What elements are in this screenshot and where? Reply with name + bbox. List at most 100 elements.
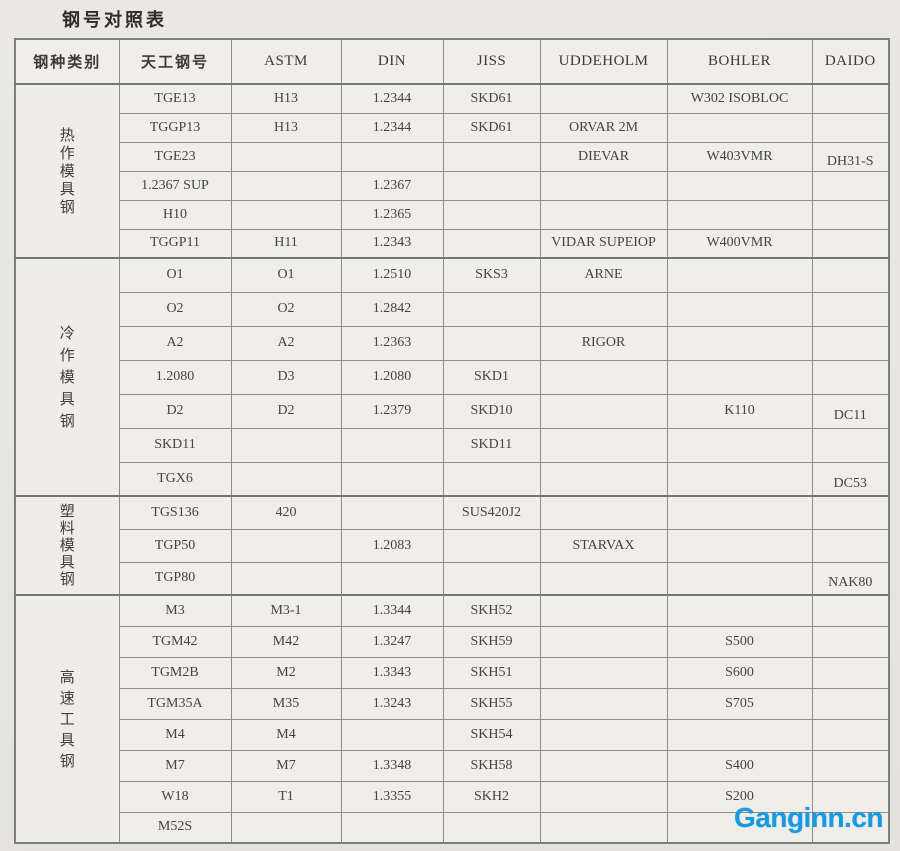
cell-din: [340, 718, 444, 751]
category-char: 工: [59, 709, 75, 728]
cell-text: DC11: [833, 408, 867, 423]
table-row: O2 O2 1.2842: [15, 291, 890, 327]
cell-text: SKH2: [473, 788, 509, 804]
cell-tiangong: M4: [118, 718, 232, 751]
table-body: 热作模具钢 TGE13 H13 1.2344 SKD61 W302 ISOBLOC TGGP…: [14, 83, 890, 844]
cell-text: 1.3355: [372, 788, 412, 804]
category-char: 模: [59, 161, 75, 180]
cell-text: VIDAR SUPEIOP: [551, 235, 656, 251]
cell-text: DH31-S: [826, 153, 874, 169]
column-header-daido: DAIDO: [811, 38, 890, 85]
cell-astm: [230, 427, 342, 463]
cell-tiangong: O2: [118, 291, 232, 327]
cell-din: [340, 427, 444, 463]
cell-text: W403VMR: [706, 148, 773, 164]
cell-text: RIGOR: [581, 335, 626, 350]
cell-tiangong: TGX6: [118, 461, 232, 497]
cell-text: S400: [725, 757, 754, 773]
category-char: 模: [59, 536, 75, 554]
cell-daido: [811, 749, 890, 782]
cell-text: SKD11: [154, 437, 196, 452]
category-cell: 热作模具钢: [14, 83, 120, 259]
table-header: 钢种类别 天工钢号 ASTM DIN JISS UDDEHOLM BOHLER …: [14, 38, 890, 85]
cell-text: 420: [275, 504, 297, 520]
cell-tiangong: A2: [118, 325, 232, 361]
cell-tiangong: W18: [118, 780, 232, 813]
cell-uddeholm: [539, 291, 668, 327]
cell-jiss: [442, 228, 541, 259]
cell-uddeholm: VIDAR SUPEIOP: [539, 228, 668, 259]
cell-uddeholm: DIEVAR: [539, 141, 668, 172]
table-row: M4 M4 SKH54: [15, 718, 890, 751]
cell-text: ORVAR 2M: [568, 119, 639, 135]
cell-text: 1.2367 SUP: [141, 177, 209, 193]
cell-text: SKH52: [470, 602, 513, 618]
table-row: 冷作模具钢 O1 O1 1.2510 SKS3 ARNE: [14, 257, 890, 497]
cell-text: 1.2080: [155, 369, 195, 384]
cell-text: W400VMR: [706, 235, 773, 251]
cell-din: 1.3355: [340, 780, 444, 813]
cell-uddeholm: [539, 359, 668, 395]
category-char: 作: [59, 143, 75, 162]
cell-daido: [811, 325, 890, 361]
cell-bohler: [666, 594, 813, 627]
category-char: 速: [59, 688, 75, 707]
cell-tiangong: H10: [118, 199, 232, 230]
cell-jiss: SKH55: [442, 687, 541, 720]
cell-jiss: [442, 291, 541, 327]
category-char: 具: [59, 179, 75, 198]
category-char: 具: [59, 553, 75, 571]
cell-uddeholm: [539, 83, 668, 114]
cell-daido: [811, 291, 890, 327]
cell-daido: NAK80: [811, 561, 890, 596]
cell-bohler: W400VMR: [666, 228, 813, 259]
cell-tiangong: D2: [118, 393, 232, 429]
cell-text: W302 ISOBLOC: [690, 90, 789, 106]
cell-jiss: SKD61: [442, 112, 541, 143]
cell-uddeholm: ARNE: [539, 257, 668, 293]
cell-text: NAK80: [828, 575, 873, 591]
category-char: 塑: [59, 502, 75, 520]
cell-uddeholm: [539, 170, 668, 201]
cell-bohler: [666, 291, 813, 327]
cell-astm: H13: [230, 112, 342, 143]
table-row: TGM2B M2 1.3343 SKH51 S600: [15, 656, 890, 689]
cell-text: M4: [165, 726, 185, 742]
column-header-uddeholm: UDDEHOLM: [539, 38, 668, 85]
cell-din: 1.2367: [340, 170, 444, 201]
cell-text: TGGP13: [149, 119, 201, 135]
cell-astm: D3: [230, 359, 342, 395]
cell-din: 1.2344: [340, 83, 444, 114]
cell-din: 1.2363: [340, 325, 444, 361]
cell-astm: D2: [230, 393, 342, 429]
table-row: A2 A2 1.2363 RIGOR: [15, 325, 890, 361]
cell-text: SKD11: [470, 437, 513, 452]
cell-text: TGP80: [154, 570, 196, 586]
cell-text: 1.3348: [372, 757, 412, 773]
cell-uddeholm: [539, 393, 668, 429]
cell-bohler: W403VMR: [666, 141, 813, 172]
cell-din: 1.2510: [340, 257, 444, 293]
cell-astm: [230, 561, 342, 596]
cell-astm: A2: [230, 325, 342, 361]
cell-bohler: [666, 359, 813, 395]
cell-jiss: [442, 170, 541, 201]
cell-tiangong: TGM2B: [118, 656, 232, 689]
table-row: TGM35A M35 1.3243 SKH55 S705: [15, 687, 890, 720]
cell-jiss: SKH51: [442, 656, 541, 689]
cell-bohler: [666, 561, 813, 596]
cell-daido: [811, 427, 890, 463]
cell-din: [340, 461, 444, 497]
cell-bohler: W302 ISOBLOC: [666, 83, 813, 114]
cell-uddeholm: [539, 427, 668, 463]
cell-text: O1: [277, 267, 295, 283]
cell-text: SKD61: [470, 90, 513, 106]
cell-bohler: [666, 199, 813, 230]
cell-jiss: SKH52: [442, 594, 541, 627]
cell-text: TGE13: [154, 90, 196, 106]
cell-bohler: S600: [666, 656, 813, 689]
cell-text: 1.2363: [372, 335, 412, 350]
cell-text: H13: [273, 90, 299, 106]
cell-uddeholm: RIGOR: [539, 325, 668, 361]
